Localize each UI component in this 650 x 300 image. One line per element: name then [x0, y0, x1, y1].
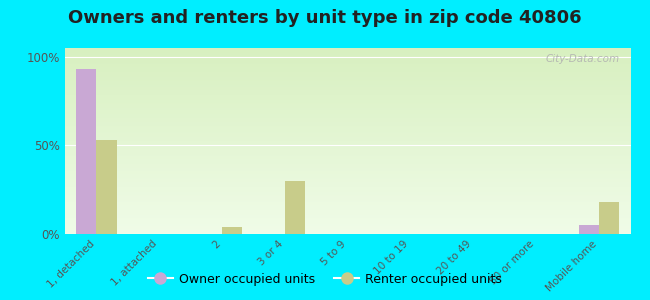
- Bar: [285, 181, 305, 234]
- Bar: [222, 227, 242, 234]
- Bar: [599, 202, 619, 234]
- Bar: [76, 69, 96, 234]
- Bar: [579, 225, 599, 234]
- Text: City-Data.com: City-Data.com: [545, 54, 619, 64]
- Bar: [96, 140, 116, 234]
- Legend: Owner occupied units, Renter occupied units: Owner occupied units, Renter occupied un…: [143, 268, 507, 291]
- Text: Owners and renters by unit type in zip code 40806: Owners and renters by unit type in zip c…: [68, 9, 582, 27]
